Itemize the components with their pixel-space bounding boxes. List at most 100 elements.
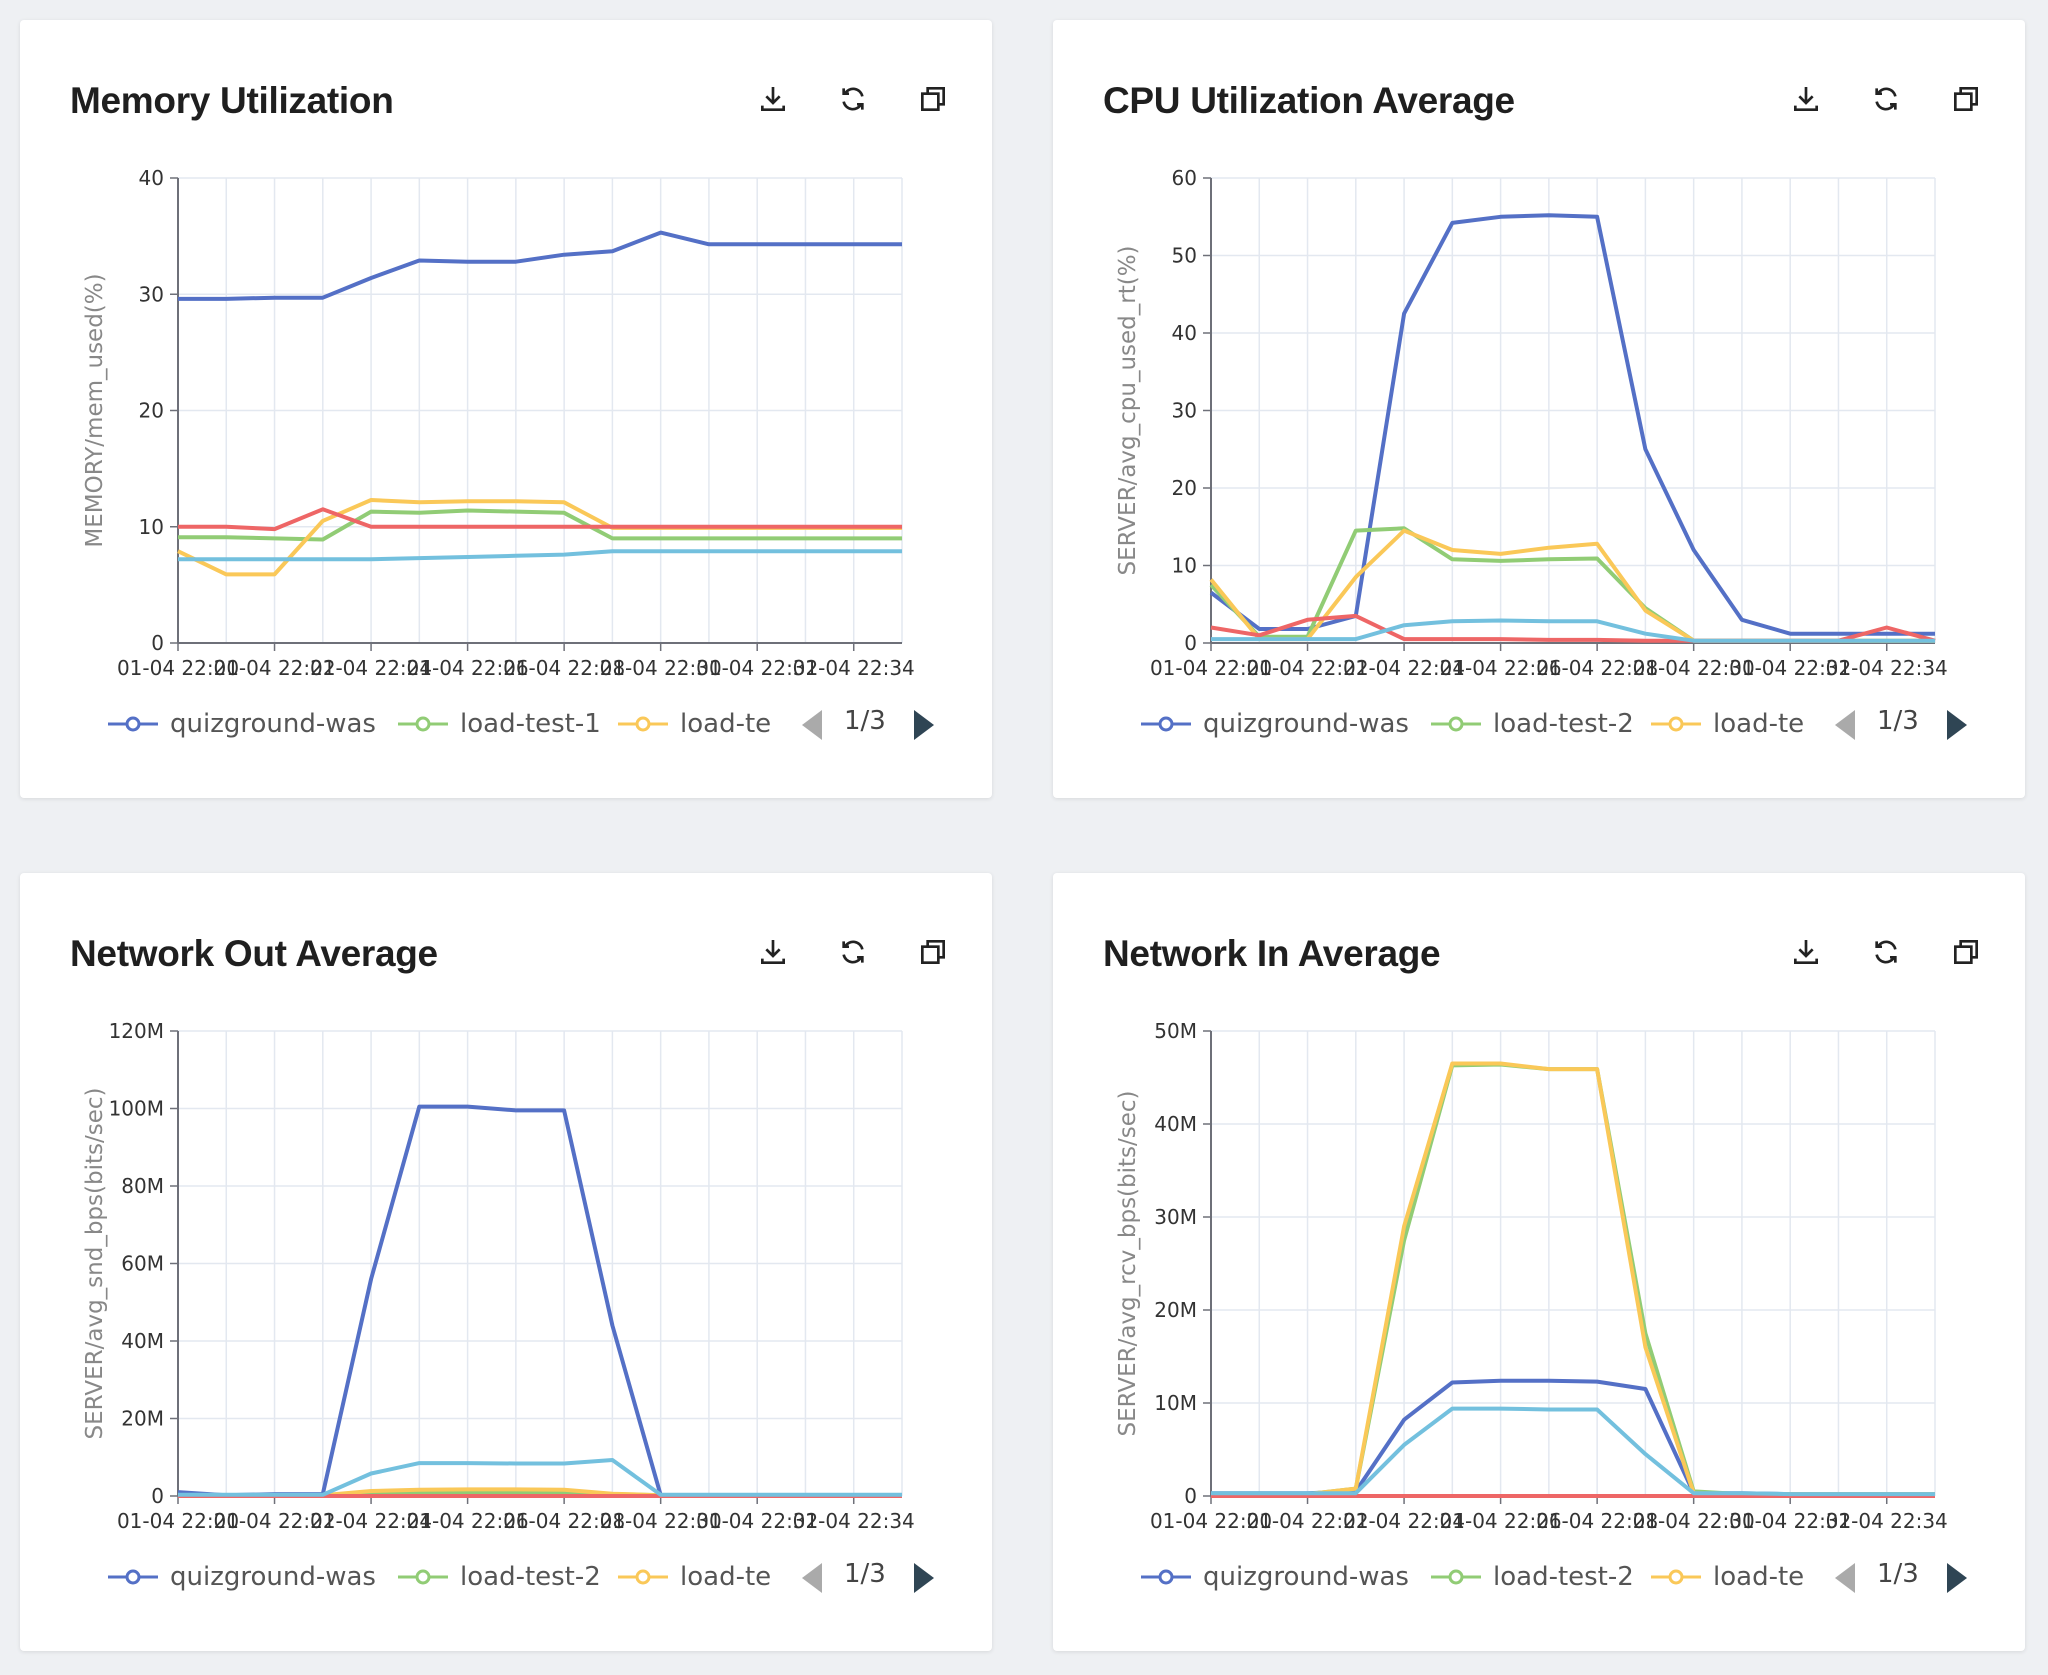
download-button[interactable]: [1787, 933, 1825, 971]
y-tick-label: 20: [1172, 476, 1197, 500]
legend-prev-page-icon[interactable]: [798, 708, 826, 742]
memory-utilization-card: Memory Utilization 0 10 20 30 40 01-04 22:20 0…: [20, 20, 992, 798]
refresh-icon: [842, 940, 864, 964]
x-tick-label: 01-04 22:32: [696, 656, 818, 680]
legend-marker-icon: [1431, 1569, 1481, 1585]
x-tick-label: 01-04 22:28: [1536, 1509, 1658, 1533]
download-button[interactable]: [1787, 80, 1825, 118]
x-tick-label: 01-04 22:22: [213, 656, 335, 680]
x-tick-label: 01-04 22:30: [600, 1509, 722, 1533]
legend-item-quizground-was[interactable]: quizground-was: [108, 696, 376, 752]
x-tick-label: 01-04 22:34: [1826, 656, 1948, 680]
expand-window-icon: [921, 940, 945, 964]
y-tick-label: 30: [1172, 399, 1197, 423]
x-tick-label: 01-04 22:28: [503, 656, 625, 680]
legend-prev-page-icon[interactable]: [1831, 1561, 1859, 1595]
series-line-load-test-1: [178, 508, 902, 542]
y-axis-title: SERVER/avg_cpu_used_rt(%): [1115, 245, 1141, 575]
card-toolbar: [754, 80, 952, 118]
series-line-quizground-was: [177, 1104, 902, 1498]
y-tick-label: 30M: [1154, 1205, 1197, 1229]
y-tick-label: 20: [139, 399, 164, 423]
legend-label: load-test-2: [1493, 709, 1634, 739]
series-line-load-te: [1209, 528, 1935, 643]
series-line-load-test-2: [1211, 1062, 1935, 1497]
legend-marker-icon: [1651, 1569, 1701, 1585]
legend-item-quizground-was[interactable]: quizground-was: [108, 1549, 376, 1605]
legend-item-load-te[interactable]: load-te: [1651, 696, 1829, 752]
legend-next-page-icon[interactable]: [910, 708, 938, 742]
series-line-quizground-was: [178, 230, 902, 301]
y-tick-label: 60: [1172, 166, 1197, 190]
legend-prev-page-icon[interactable]: [1831, 708, 1859, 742]
download-icon: [1794, 940, 1818, 964]
y-tick-label: 0: [151, 631, 164, 655]
series-line-quizground-was: [1209, 213, 1935, 636]
card-title: Network In Average: [1103, 933, 1441, 974]
expand-button[interactable]: [914, 80, 952, 118]
legend-item-load-te[interactable]: load-te: [618, 696, 796, 752]
legend-item-load-test-2[interactable]: load-test-2: [398, 1549, 601, 1605]
card-title: Network Out Average: [70, 933, 438, 974]
legend-item-load-test-2[interactable]: load-test-2: [1431, 1549, 1634, 1605]
legend-label: load-test-2: [460, 1562, 601, 1592]
legend-item-quizground-was[interactable]: quizground-was: [1141, 696, 1409, 752]
legend-label: quizground-was: [1203, 1562, 1409, 1592]
y-tick-label: 0: [1184, 631, 1197, 655]
series-line-load-te: [1211, 1061, 1935, 1497]
download-icon: [1794, 87, 1818, 111]
x-tick-label: 01-04 22:32: [696, 1509, 818, 1533]
legend-item-load-te[interactable]: load-te: [618, 1549, 796, 1605]
y-tick-label: 20M: [121, 1407, 164, 1431]
y-tick-label: 40M: [121, 1329, 164, 1353]
x-tick-label: 01-04 22:30: [1633, 1509, 1755, 1533]
legend-label: load-te: [1713, 1562, 1805, 1592]
download-button[interactable]: [754, 933, 792, 971]
expand-button[interactable]: [1947, 933, 1985, 971]
x-tick-label: 01-04 22:28: [503, 1509, 625, 1533]
legend-item-load-test-2[interactable]: load-test-2: [1431, 696, 1634, 752]
download-button[interactable]: [754, 80, 792, 118]
chart-legend: quizground-was load-test-2 load-te 1/3: [20, 1549, 992, 1605]
x-tick-label: 01-04 22:30: [1633, 656, 1755, 680]
refresh-button[interactable]: [834, 80, 872, 118]
y-tick-label: 20M: [1154, 1298, 1197, 1322]
chart-legend: quizground-was load-test-2 load-te 1/3: [1053, 1549, 2025, 1605]
refresh-button[interactable]: [834, 933, 872, 971]
y-tick-label: 40: [139, 166, 164, 190]
chart-legend: quizground-was load-test-2 load-te 1/3: [1053, 696, 2025, 752]
legend-item-quizground-was[interactable]: quizground-was: [1141, 1549, 1409, 1605]
legend-marker-icon: [1141, 716, 1191, 732]
legend-next-page-icon[interactable]: [1943, 1561, 1971, 1595]
legend-marker-icon: [1431, 716, 1481, 732]
legend-next-page-icon[interactable]: [910, 1561, 938, 1595]
legend-marker-icon: [108, 716, 158, 732]
legend-next-page-icon[interactable]: [1943, 708, 1971, 742]
y-tick-label: 0: [151, 1484, 164, 1508]
legend-item-load-test-1[interactable]: load-test-1: [398, 696, 601, 752]
legend-item-load-te[interactable]: load-te: [1651, 1549, 1829, 1605]
expand-button[interactable]: [1947, 80, 1985, 118]
y-tick-label: 10: [139, 515, 164, 539]
refresh-button[interactable]: [1867, 933, 1905, 971]
y-axis-title: SERVER/avg_rcv_bps(bits/sec): [1115, 1090, 1141, 1436]
y-tick-label: 30: [139, 282, 164, 306]
legend-label: load-te: [1713, 709, 1805, 739]
x-tick-label: 01-04 22:24: [1343, 1509, 1465, 1533]
legend-marker-icon: [398, 1569, 448, 1585]
expand-button[interactable]: [914, 933, 952, 971]
legend-prev-page-icon[interactable]: [798, 1561, 826, 1595]
card-toolbar: [1787, 933, 1985, 971]
x-tick-label: 01-04 22:22: [1246, 1509, 1368, 1533]
refresh-button[interactable]: [1867, 80, 1905, 118]
x-tick-label: 01-04 22:20: [117, 656, 239, 680]
x-tick-label: 01-04 22:20: [1150, 656, 1272, 680]
chart-legend: quizground-was load-test-1 load-te 1/3: [20, 696, 992, 752]
y-tick-label: 100M: [109, 1097, 164, 1121]
legend-marker-icon: [618, 1569, 668, 1585]
refresh-icon: [1875, 87, 1897, 111]
